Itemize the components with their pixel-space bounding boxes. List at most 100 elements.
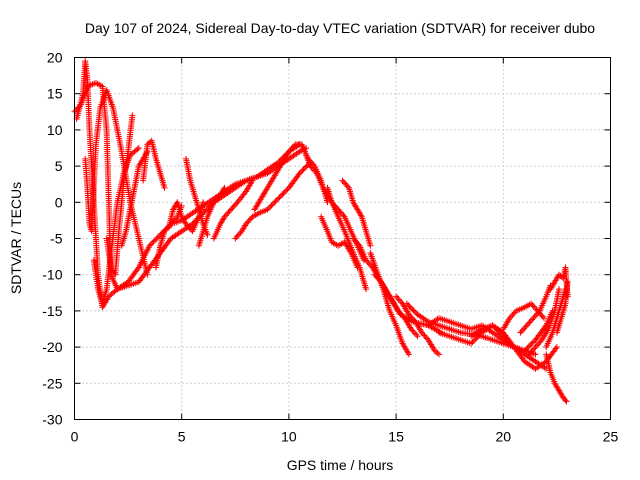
data-point bbox=[307, 163, 314, 170]
data-point bbox=[528, 300, 535, 307]
data-point bbox=[291, 142, 298, 149]
data-point bbox=[268, 202, 275, 209]
chart-title: Day 107 of 2024, Sidereal Day-to-day VTE… bbox=[85, 20, 595, 36]
data-point bbox=[214, 194, 221, 201]
data-point bbox=[393, 293, 400, 300]
data-point bbox=[146, 242, 153, 249]
data-point bbox=[529, 339, 536, 346]
data-point bbox=[276, 194, 283, 201]
data-point bbox=[564, 278, 571, 285]
y-tick-label: -15 bbox=[42, 303, 62, 319]
data-point bbox=[556, 286, 563, 293]
data-point bbox=[504, 337, 511, 344]
data-point bbox=[287, 147, 294, 154]
data-point bbox=[413, 331, 420, 338]
data-point bbox=[470, 337, 477, 344]
data-point bbox=[500, 333, 507, 340]
data-point bbox=[489, 322, 496, 329]
data-point bbox=[396, 297, 403, 304]
data-point bbox=[202, 207, 209, 214]
data-point bbox=[524, 345, 531, 352]
data-point bbox=[527, 342, 534, 349]
x-tick-label: 25 bbox=[603, 429, 619, 445]
data-point bbox=[411, 330, 418, 337]
data-point bbox=[407, 312, 414, 319]
data-point bbox=[410, 307, 417, 314]
y-tick-label: -30 bbox=[42, 412, 62, 428]
data-point bbox=[422, 333, 429, 340]
data-point bbox=[473, 335, 480, 342]
data-point bbox=[405, 351, 412, 358]
data-point bbox=[517, 329, 524, 336]
data-point bbox=[418, 329, 425, 336]
data-point bbox=[509, 312, 516, 319]
data-point bbox=[328, 199, 335, 206]
data-point bbox=[332, 203, 339, 210]
data-point bbox=[520, 326, 527, 333]
data-point bbox=[265, 205, 272, 212]
data-point bbox=[367, 242, 374, 249]
data-point bbox=[535, 341, 542, 348]
data-point bbox=[275, 195, 282, 202]
data-point bbox=[236, 231, 243, 238]
data-point bbox=[224, 210, 231, 217]
data-point bbox=[333, 205, 340, 212]
data-layer bbox=[71, 58, 571, 405]
data-point bbox=[508, 341, 515, 348]
data-point bbox=[523, 322, 530, 329]
data-point bbox=[521, 347, 528, 354]
data-point bbox=[297, 168, 304, 175]
data-point bbox=[289, 144, 296, 151]
data-point bbox=[407, 304, 414, 311]
data-point bbox=[533, 342, 540, 349]
data-point bbox=[528, 340, 535, 347]
data-point bbox=[525, 343, 532, 350]
data-point bbox=[134, 265, 141, 272]
series-sat-v bbox=[393, 293, 442, 358]
data-point bbox=[527, 318, 534, 325]
data-point bbox=[269, 201, 276, 208]
data-point bbox=[532, 312, 539, 319]
data-point bbox=[363, 257, 370, 264]
data-point bbox=[312, 168, 319, 175]
data-point bbox=[213, 196, 220, 203]
data-point bbox=[552, 345, 559, 352]
data-point bbox=[403, 300, 410, 307]
x-tick-label: 10 bbox=[281, 429, 297, 445]
series-sat-af bbox=[547, 264, 571, 300]
data-point bbox=[300, 166, 307, 173]
y-tick-label: 10 bbox=[47, 122, 63, 138]
data-point bbox=[350, 235, 357, 242]
data-point bbox=[434, 350, 441, 357]
data-point bbox=[435, 351, 442, 358]
data-point bbox=[563, 398, 570, 405]
data-point bbox=[497, 330, 504, 337]
data-point bbox=[311, 167, 318, 174]
data-point bbox=[343, 181, 350, 188]
data-point bbox=[344, 183, 351, 190]
data-point bbox=[147, 241, 154, 248]
data-point bbox=[526, 351, 533, 358]
data-point bbox=[357, 212, 364, 219]
data-point bbox=[272, 198, 279, 205]
data-point bbox=[210, 199, 217, 206]
data-point bbox=[161, 228, 168, 235]
data-point bbox=[409, 306, 416, 313]
data-point bbox=[149, 240, 156, 247]
data-point bbox=[408, 314, 415, 321]
data-point bbox=[365, 260, 372, 267]
data-point bbox=[522, 323, 529, 330]
data-point bbox=[301, 164, 308, 171]
data-point bbox=[410, 328, 417, 335]
data-point bbox=[204, 231, 211, 238]
data-point bbox=[222, 212, 229, 219]
data-point bbox=[510, 310, 517, 317]
data-point bbox=[273, 197, 280, 204]
series-sat-k bbox=[195, 184, 228, 249]
data-point bbox=[271, 199, 278, 206]
data-point bbox=[538, 312, 545, 319]
data-point bbox=[228, 206, 235, 213]
data-point bbox=[553, 344, 560, 351]
data-point bbox=[395, 296, 402, 303]
data-point bbox=[493, 326, 500, 333]
